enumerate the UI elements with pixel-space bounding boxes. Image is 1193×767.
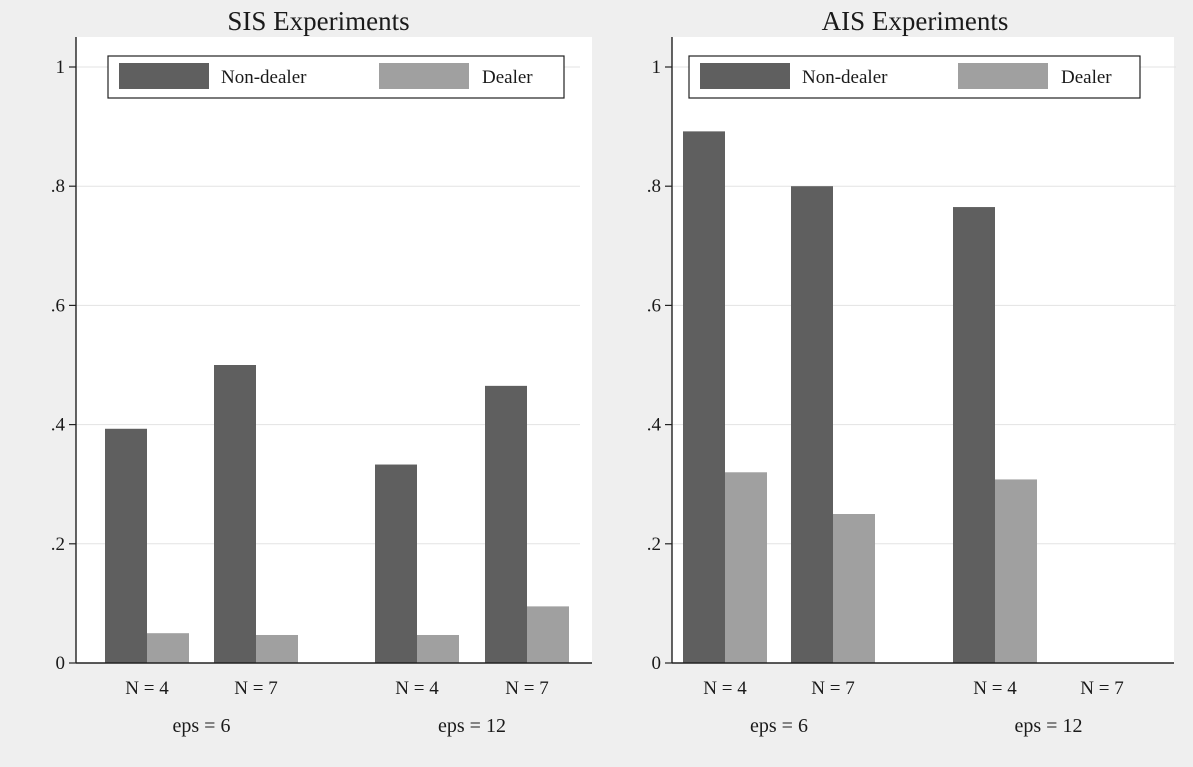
legend-swatch-non-dealer [119,63,209,89]
group-label: eps = 6 [173,715,231,737]
legend-swatch-dealer [379,63,469,89]
bar-dealer [833,514,875,663]
bar-dealer [995,479,1037,663]
category-label: N = 4 [973,678,1017,699]
category-label: N = 7 [505,678,548,699]
group-label: eps = 12 [438,715,506,737]
y-tick-label: 1 [56,57,66,78]
legend-label: Dealer [482,67,533,88]
bar-non-dealer [375,464,417,663]
bar-non-dealer [485,385,527,663]
category-label: N = 7 [811,678,854,699]
y-tick-label: .8 [647,176,661,197]
chart-title: SIS Experiments [227,6,409,36]
y-tick-label: .6 [51,295,65,316]
y-tick-label: .8 [51,176,65,197]
bar-dealer [417,634,459,663]
bar-dealer [527,606,569,663]
bar-non-dealer [953,207,995,663]
category-label: N = 4 [703,678,747,699]
bar-dealer [256,634,298,663]
legend-label: Dealer [1061,67,1112,88]
legend-swatch-dealer [958,63,1048,89]
category-label: N = 7 [1080,678,1123,699]
group-label: eps = 6 [750,715,808,737]
legend-swatch-non-dealer [700,63,790,89]
y-tick-label: 0 [56,653,66,674]
y-tick-label: 0 [652,653,662,674]
chart-title: AIS Experiments [822,6,1009,36]
bar-dealer [725,472,767,663]
y-tick-label: .2 [647,534,661,555]
bar-non-dealer [683,131,725,664]
y-tick-label: .4 [51,415,66,436]
y-tick-label: .6 [647,295,661,316]
legend: Non-dealer Dealer [688,55,1141,99]
bar-non-dealer [791,186,833,663]
y-tick-label: .4 [647,415,662,436]
legend-label: Non-dealer [221,67,307,88]
bar-dealer [147,633,189,663]
y-tick-label: .2 [51,534,65,555]
category-label: N = 4 [125,678,169,699]
legend: Non-dealer Dealer [107,55,565,99]
group-label: eps = 12 [1015,715,1083,737]
category-label: N = 7 [234,678,277,699]
legend-label: Non-dealer [802,67,888,88]
y-tick-label: 1 [652,57,662,78]
category-label: N = 4 [395,678,439,699]
bar-non-dealer [105,428,147,663]
bar-non-dealer [214,365,256,663]
